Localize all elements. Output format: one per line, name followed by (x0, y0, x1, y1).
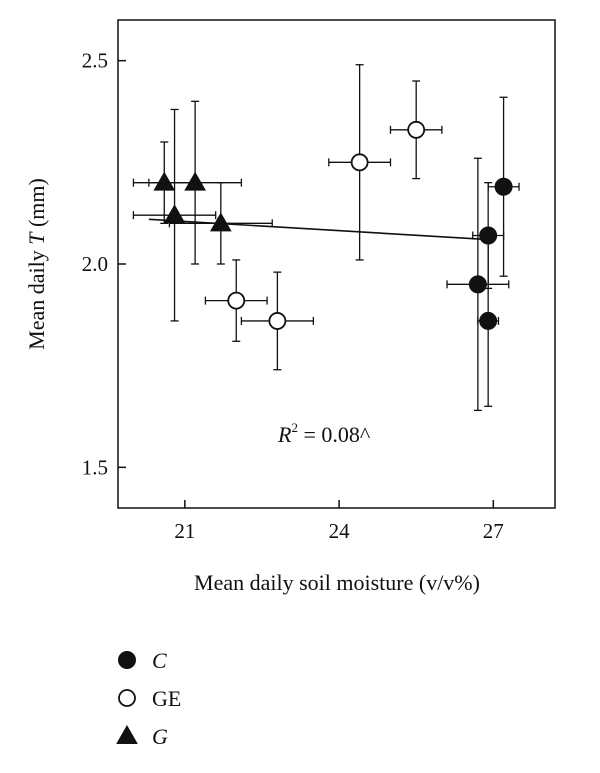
legend-label-g: G (152, 724, 168, 749)
data-point-ge (407, 120, 426, 139)
data-point-ge (268, 312, 287, 330)
y-axis-label: Mean daily T (mm) (24, 178, 49, 350)
legend-label-ge: GE (152, 686, 181, 711)
x-axis-label: Mean daily soil moisture (v/v%) (194, 570, 480, 595)
data-point-ge (350, 153, 369, 172)
r-squared-var: R (277, 422, 292, 447)
legend-marker-g (116, 724, 138, 744)
trend-line (148, 218, 489, 241)
legend-label-c: C (152, 648, 167, 673)
y-tick-label: 2.5 (82, 49, 108, 73)
data-point-ge (227, 291, 246, 310)
y-axis-label-suffix: (mm) (24, 178, 49, 232)
legend: C GE G (116, 648, 181, 749)
data-point-c (479, 311, 498, 330)
y-axis-label-prefix: Mean daily (24, 245, 49, 350)
data-point-c (479, 226, 498, 245)
legend-marker-c (118, 651, 136, 669)
x-tick-label: 24 (329, 519, 351, 543)
r-squared-annotation: R2 = 0.08^ (277, 420, 371, 447)
y-tick-label: 1.5 (82, 455, 108, 479)
x-tick-label: 21 (174, 519, 195, 543)
axis-ticks: 21 24 27 1.5 2.0 2.5 (82, 49, 504, 543)
data-point-g (209, 212, 232, 232)
y-tick-label: 2.0 (82, 252, 108, 276)
r-squared-sup: 2 (291, 420, 298, 435)
legend-marker-ge (118, 689, 136, 707)
y-axis-label-var: T (24, 231, 49, 245)
data-markers (153, 120, 513, 330)
data-point-g (153, 171, 176, 191)
data-point-c (494, 177, 513, 196)
data-point-c (468, 275, 487, 294)
r-squared-value: = 0.08^ (298, 422, 371, 447)
data-point-g (184, 171, 206, 191)
x-tick-label: 27 (483, 519, 504, 543)
data-point-g (163, 204, 186, 224)
